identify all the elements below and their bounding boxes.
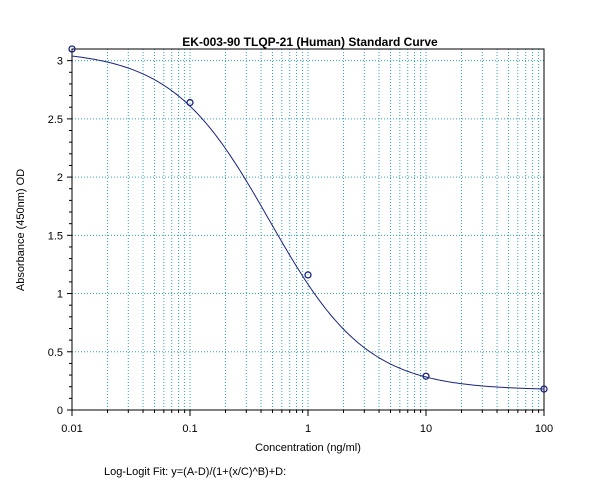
y-tick-label: 0.5 [48, 347, 63, 359]
data-point [304, 271, 312, 279]
y-tick-label: 2.5 [48, 114, 63, 126]
data-points [68, 45, 548, 393]
y-tick-label: 0 [57, 405, 63, 417]
x-tick-label: 0.01 [61, 423, 82, 435]
x-tick-label: 100 [535, 423, 553, 435]
grid-lines [71, 49, 544, 410]
y-tick-label: 3 [57, 56, 63, 68]
fit-curve [71, 55, 545, 390]
tick-labels: 0 0.5 1 1.5 2 2.5 3 0.01 0.1 1 10 100 [48, 56, 553, 435]
x-tick-label: 10 [420, 423, 432, 435]
data-point [186, 98, 194, 107]
x-axis-label: Concentration (ng/ml) [255, 442, 361, 454]
axes [67, 60, 545, 416]
x-tick-label: 1 [305, 423, 311, 435]
x-tick-label: 0.1 [182, 423, 197, 435]
data-point [422, 372, 430, 380]
fit-equation: Log-Logit Fit: y=(A-D)/(1+(x/C)^B)+D: [104, 466, 287, 478]
chart-title: EK-003-90 TLQP-21 (Human) Standard Curve [182, 35, 438, 49]
data-point [68, 45, 76, 53]
y-tick-label: 1.5 [48, 230, 63, 242]
y-axis-label: Absorbance (450nm) OD [15, 169, 27, 291]
standard-curve-chart: EK-003-90 TLQP-21 (Human) Standard Curve… [15, 35, 553, 454]
y-tick-label: 1 [57, 289, 63, 301]
y-tick-label: 2 [57, 172, 63, 184]
data-point [540, 385, 548, 393]
